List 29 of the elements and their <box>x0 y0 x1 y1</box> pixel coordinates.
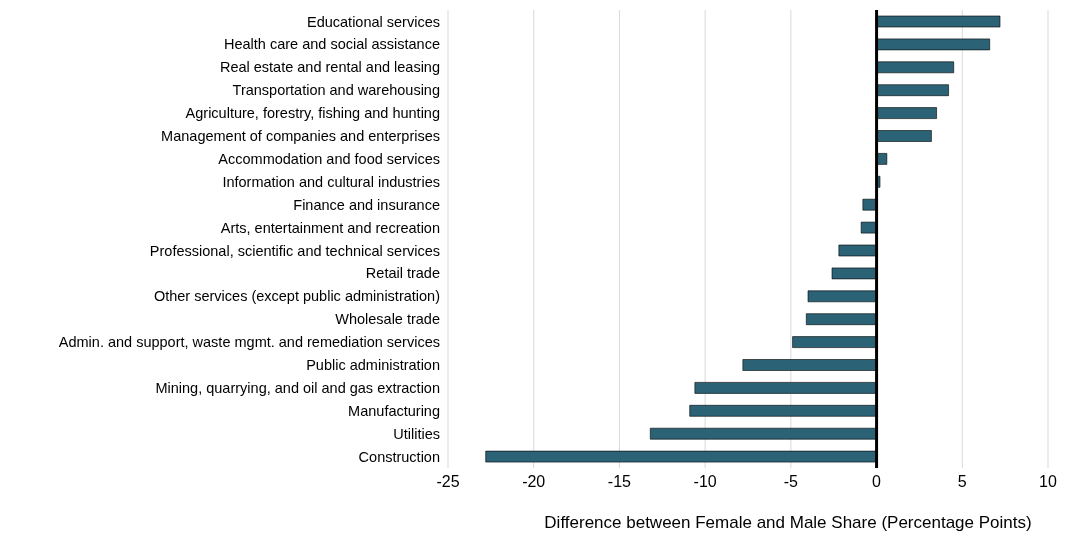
x-tick-label: 10 <box>1039 473 1057 491</box>
y-tick-label: Information and cultural industries <box>222 173 440 190</box>
x-tick-label: 5 <box>957 473 967 491</box>
x-tick-label: -25 <box>436 473 460 491</box>
y-tick-label: Arts, entertainment and recreation <box>220 219 440 236</box>
y-tick-label: Public administration <box>306 357 440 374</box>
y-tick-label: Educational services <box>307 13 440 30</box>
y-tick-label: Other services (except public administration) <box>153 288 440 305</box>
y-tick-label: Health care and social assistance <box>223 36 440 53</box>
y-tick-label: Admin. and support, waste mgmt. and remediation services <box>58 334 440 351</box>
x-axis-title: Difference between Female and Male Share (Percentage Points) <box>544 513 1032 532</box>
y-tick-label: Real estate and rental and leasing <box>219 59 440 76</box>
y-tick-label: Utilities <box>393 425 440 442</box>
y-tick-label: Professional, scientific and technical services <box>149 242 440 259</box>
y-tick-label: Accommodation and food services <box>218 151 440 167</box>
y-tick-label: Manufacturing <box>348 402 440 419</box>
x-tick-label: -15 <box>607 473 632 491</box>
x-tick-label: 0 <box>872 473 882 491</box>
x-tick-label: -10 <box>693 473 717 491</box>
x-tick-label: -20 <box>522 473 546 491</box>
y-tick-label: Mining, quarrying, and oil and gas extraction <box>155 380 440 396</box>
y-tick-label: Wholesale trade <box>335 311 440 328</box>
y-tick-label: Construction <box>358 448 440 465</box>
y-tick-label: Management of companies and enterprises <box>161 128 440 145</box>
y-tick-label: Transportation and warehousing <box>232 82 440 99</box>
x-tick-label: -5 <box>783 473 799 491</box>
y-tick-label: Retail trade <box>365 265 440 282</box>
y-tick-label: Agriculture, forestry, fishing and hunting <box>185 105 440 122</box>
y-tick-label: Finance and insurance <box>293 196 440 213</box>
